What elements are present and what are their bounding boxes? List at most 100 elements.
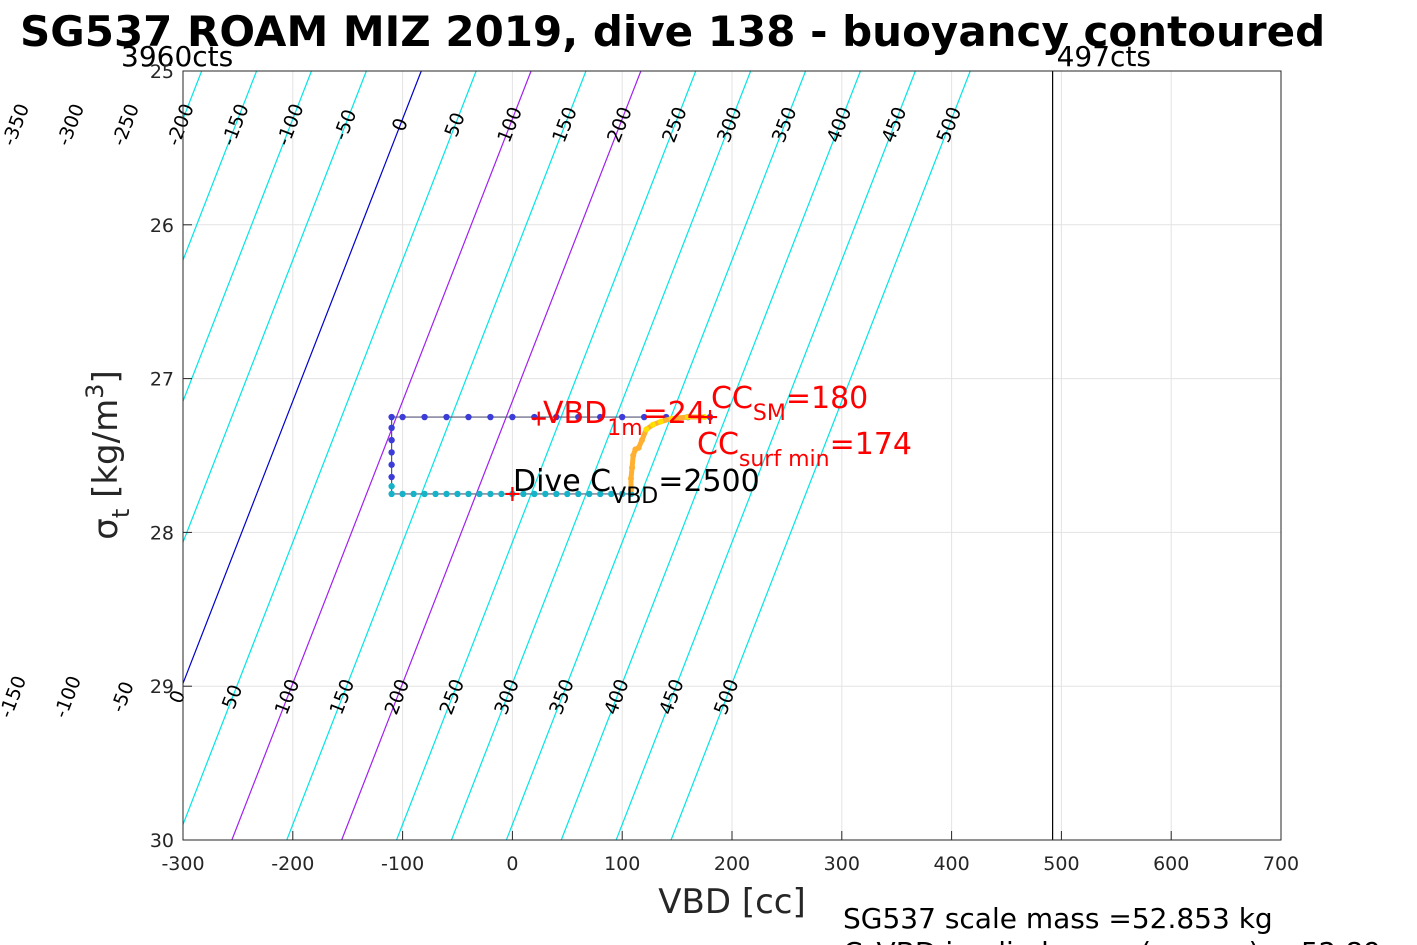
contour-line (183, 71, 258, 262)
x-tick-label: 100 (604, 853, 640, 875)
dive-point (465, 413, 472, 421)
dive-point (619, 413, 626, 421)
climb-point (649, 421, 656, 428)
y-tick-label: 27 (150, 369, 174, 391)
vbd-limit-label: 3960cts (121, 40, 233, 73)
dive-point (443, 413, 450, 421)
climb-point (638, 437, 645, 444)
dive-point (575, 490, 582, 498)
cc-sm-annotation: CCSM=180 (711, 381, 868, 426)
y-tick-label: 26 (150, 215, 174, 237)
contour-line (183, 71, 313, 403)
climb-point (627, 475, 634, 482)
y-tick-label: 28 (150, 522, 174, 544)
x-tick-label: 700 (1263, 853, 1299, 875)
svg-text:Dive CVBD=2500: Dive CVBD=2500 (513, 464, 760, 509)
x-tick-label: 600 (1153, 853, 1189, 875)
dive-point (553, 413, 560, 421)
contour-line (183, 71, 367, 544)
contour-line (560, 71, 862, 840)
footer-implied-mass: C_VBD implied mass (energy) = 52.89 (843, 936, 1381, 945)
contour-line (396, 71, 697, 840)
contour-label-top: -300 (53, 101, 89, 149)
dive-point (597, 490, 604, 498)
dive-point (520, 490, 527, 498)
contour-line (183, 71, 422, 686)
y-axis-ticks: 25 26 27 28 29 30 (150, 61, 192, 852)
contour-label-bottom: -150 (0, 673, 31, 721)
dive-point (608, 490, 615, 498)
dive-point (531, 490, 538, 498)
x-axis-ticks: -300 -200 -100 0 100 200 300 400 500 600 700 (161, 831, 1299, 875)
x-tick-label: 500 (1043, 853, 1079, 875)
dive-point (498, 490, 505, 498)
marker-plus (703, 410, 718, 425)
x-axis-label: VBD [cc] (658, 882, 806, 922)
dive-point (443, 490, 450, 498)
x-tick-label: 400 (933, 853, 969, 875)
y-tick-label: 25 (150, 61, 174, 83)
x-tick-label: 0 (506, 853, 518, 875)
key-markers (505, 410, 718, 501)
x-tick-label: 300 (824, 853, 860, 875)
dive-point (465, 490, 472, 498)
contour-line (0, 71, 37, 840)
climb-point (668, 415, 675, 422)
footer-scale-mass: SG537 scale mass =52.853 kg (843, 902, 1273, 935)
dive-point (575, 413, 582, 421)
dive-point (421, 413, 428, 421)
contour-line (231, 71, 532, 840)
dive-point (399, 413, 406, 421)
dive-point (399, 490, 406, 498)
contour-line (670, 71, 971, 840)
contour-line (615, 71, 916, 840)
climb-point (657, 418, 664, 425)
dive-point (597, 413, 604, 421)
dive-point (388, 436, 395, 444)
dive-point (388, 473, 395, 481)
climb-point (635, 444, 642, 451)
contour-label-bottom: -50 (107, 679, 139, 716)
y-tick-label: 29 (150, 676, 174, 698)
vbd-annotation: VBD1m=24 (543, 396, 706, 441)
climb-point (685, 414, 692, 421)
dive-point (410, 490, 417, 498)
dive-point (553, 490, 560, 498)
marker-plus (505, 486, 520, 501)
dive-point (586, 490, 593, 498)
climb-point (627, 486, 634, 493)
contour-line (183, 71, 477, 827)
contour-label-bottom: -100 (50, 673, 86, 721)
contour-line (0, 71, 92, 840)
dive-point (564, 490, 571, 498)
dive-point (509, 413, 516, 421)
dive-point (432, 490, 439, 498)
dive-point (388, 461, 395, 468)
contour-line (450, 71, 752, 840)
dive-cvbd-annotation: Dive CVBD=2500 (513, 464, 760, 509)
dive-point (388, 483, 395, 490)
contour-label-top: -350 (0, 101, 34, 149)
data-series (388, 413, 714, 498)
svg-text:σt [kg/m3]: σt [kg/m3] (81, 370, 135, 539)
dive-point (640, 413, 648, 421)
climb-point (643, 426, 650, 433)
cc-surf-min-annotation: CCsurf min=174 (697, 427, 912, 472)
svg-text:CCsurf min=174: CCsurf min=174 (697, 427, 912, 472)
climb-point (630, 452, 637, 459)
svg-text:CCSM=180: CCSM=180 (711, 381, 868, 426)
climb-point (629, 464, 636, 471)
y-axis-label: σt [kg/m3] (81, 370, 135, 539)
contour-label-top: -250 (108, 101, 144, 149)
contour-line (286, 71, 587, 840)
dive-point (388, 424, 395, 432)
x-tick-label: -300 (161, 853, 204, 875)
svg-text:VBD1m=24: VBD1m=24 (543, 396, 706, 441)
vbd-limit-label: 497cts (1057, 40, 1151, 73)
dive-point (487, 413, 494, 421)
dive-point (627, 490, 635, 498)
dive-point (388, 490, 395, 498)
vbd-limit-lines: 3960cts 497cts (121, 40, 1151, 840)
plot-area: -350 -300 -250 -200 -150 -100 -50 0 50 100 150 200 2… (0, 40, 1282, 841)
